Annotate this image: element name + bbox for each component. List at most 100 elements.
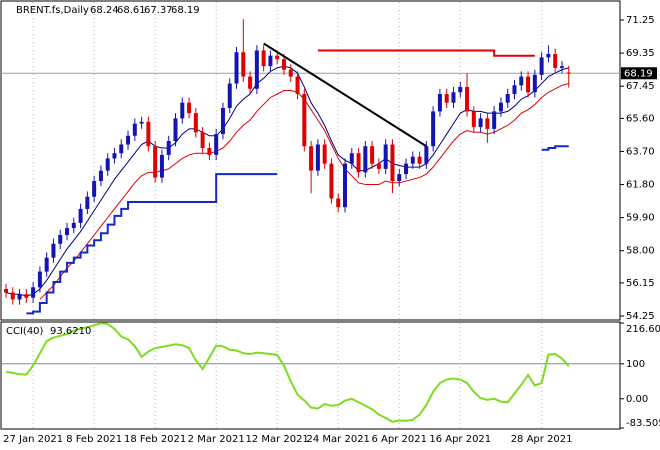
header-high: 68.61 <box>117 5 146 16</box>
candle-body <box>180 102 185 119</box>
y-tick-label: 58.00 <box>626 246 655 257</box>
candle-body <box>519 76 524 86</box>
candle-body <box>444 94 449 103</box>
candle-body <box>234 52 239 84</box>
candle-body <box>363 146 368 173</box>
candle-body <box>153 146 158 178</box>
candle-body <box>431 111 436 147</box>
candle-body <box>112 153 117 159</box>
x-tick-label: 24 Mar 2021 <box>307 434 370 445</box>
candle-body <box>10 292 15 300</box>
candle-body <box>51 243 56 258</box>
candle-body <box>505 94 510 103</box>
marks <box>4 19 571 423</box>
overlay-line <box>26 145 569 315</box>
candle-body <box>302 94 307 147</box>
cci-panel-frame <box>0 321 621 430</box>
y-tick-label: 67.45 <box>626 81 655 92</box>
candle-body <box>437 94 442 112</box>
candle-body <box>126 135 131 145</box>
y-tick-label: 61.80 <box>626 180 655 191</box>
candle-body <box>390 144 395 182</box>
x-tick-label: 2 Mar 2021 <box>188 434 245 445</box>
candle-body <box>92 181 97 197</box>
y-tick-label: 59.90 <box>626 213 655 224</box>
candle-body <box>275 55 280 60</box>
candle-body <box>85 196 90 209</box>
candle-body <box>410 156 415 164</box>
y-tick-label: 71.25 <box>626 15 655 26</box>
cci-line <box>5 322 570 423</box>
candle-body <box>281 59 286 70</box>
x-tick-label: 12 Mar 2021 <box>245 434 308 445</box>
candle-body <box>322 144 327 164</box>
x-tick-label: 8 Feb 2021 <box>66 434 122 445</box>
candle-body <box>309 146 314 171</box>
candle-body <box>539 57 544 75</box>
candle-body <box>187 102 192 114</box>
candle-body <box>471 111 476 128</box>
candle-body <box>295 76 300 94</box>
x-tick-label: 18 Feb 2021 <box>124 434 186 445</box>
header-close: 68.19 <box>171 5 200 16</box>
candle-body <box>559 66 564 68</box>
candle-body <box>383 144 388 169</box>
candle-body <box>485 118 490 129</box>
price-panel-frame <box>0 0 621 321</box>
candle-body <box>404 163 409 175</box>
header-low: 67.37 <box>144 5 173 16</box>
candle-body <box>207 147 212 155</box>
candle-body <box>329 163 334 199</box>
candle-body <box>546 53 551 58</box>
x-tick-label: 28 Apr 2021 <box>511 434 573 445</box>
header-open: 68.24 <box>90 5 119 16</box>
x-tick-label: 27 Jan 2021 <box>3 434 63 445</box>
candle-body <box>315 144 320 171</box>
candle-body <box>498 102 503 112</box>
candle-body <box>214 134 219 155</box>
candle-body <box>31 287 36 298</box>
candle-body <box>4 289 8 293</box>
candle-body <box>65 228 70 236</box>
candle-body <box>526 76 531 93</box>
candle-body <box>105 158 110 171</box>
labels: BRENT.fs,Daily 68.24 68.61 67.37 68.19 C… <box>3 5 660 445</box>
candle-body <box>349 153 354 164</box>
candle-body <box>146 121 151 147</box>
cci-tick-label: -83.5053 <box>626 418 660 429</box>
candle-body <box>478 118 483 128</box>
candle-body <box>451 92 456 103</box>
candle-body <box>261 50 266 67</box>
candle-body <box>254 50 259 89</box>
candle-body <box>248 76 253 89</box>
cci-tick-label: 0.00 <box>626 394 648 405</box>
candle-body <box>98 170 103 182</box>
symbol: BRENT.fs,Daily <box>16 5 89 16</box>
y-tick-label: 54.25 <box>626 311 655 322</box>
candle-body <box>465 87 470 112</box>
candle-body <box>200 132 205 148</box>
candle-body <box>17 294 22 300</box>
current-price-label: 68.19 <box>624 68 653 79</box>
candle-body <box>566 72 571 74</box>
candle-body <box>376 163 381 169</box>
candle-body <box>336 198 341 208</box>
candle-body <box>37 271 42 288</box>
x-tick-label: 6 Apr 2021 <box>372 434 427 445</box>
candle-body <box>288 69 293 77</box>
candle-body <box>193 113 198 133</box>
candle-body <box>44 257 49 272</box>
current-price-box <box>621 67 657 80</box>
candle-body <box>424 146 429 164</box>
candle-body <box>71 222 76 229</box>
overlay-line <box>317 49 535 57</box>
candle-body <box>458 87 463 93</box>
candle-body <box>417 156 422 164</box>
y-tick-label: 65.60 <box>626 113 655 124</box>
candle-body <box>78 208 83 223</box>
trendline <box>263 42 427 148</box>
candle-body <box>512 85 517 94</box>
candle-body <box>132 123 137 136</box>
candle-body <box>356 153 361 173</box>
